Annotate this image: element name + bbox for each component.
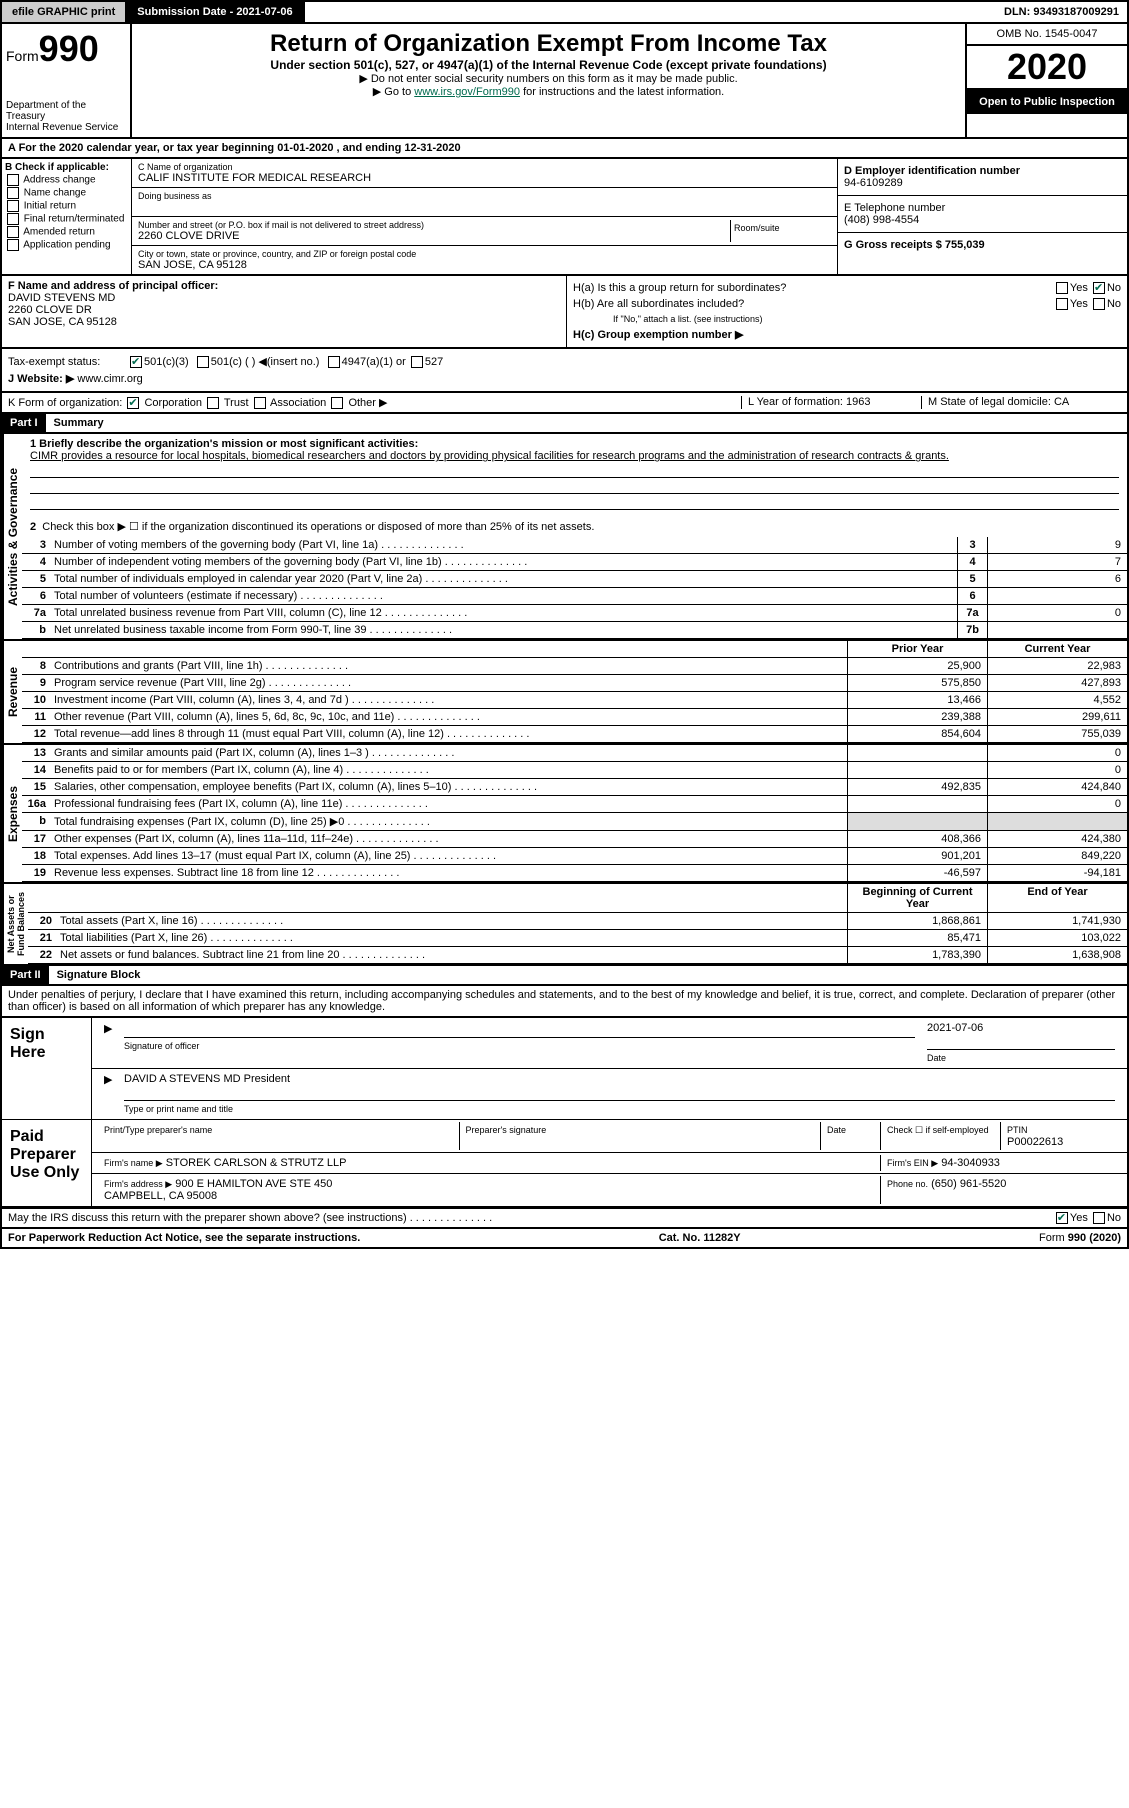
tax-year: 2020 <box>967 46 1127 90</box>
rev-line: 8Contributions and grants (Part VIII, li… <box>22 658 1127 675</box>
part-2-header: Part II Signature Block <box>0 966 1129 986</box>
gov-line: 6Total number of volunteers (estimate if… <box>22 588 1127 605</box>
part-1-expenses: Expenses 13Grants and similar amounts pa… <box>0 745 1129 884</box>
org-city: SAN JOSE, CA 95128 <box>138 259 831 271</box>
form-number: Form990 <box>6 28 126 70</box>
vert-netassets: Net Assets orFund Balances <box>2 884 28 964</box>
website-row: J Website: ▶ www.cimr.org <box>8 370 1121 387</box>
efile-label: efile GRAPHIC print <box>2 2 127 22</box>
rev-line: 11Other revenue (Part VIII, column (A), … <box>22 709 1127 726</box>
note-ssn: ▶ Do not enter social security numbers o… <box>138 72 959 85</box>
dept-label: Department of the Treasury Internal Reve… <box>6 100 126 133</box>
rev-line: 9Program service revenue (Part VIII, lin… <box>22 675 1127 692</box>
signature-block: Sign Here ▶ Signature of officer 2021-07… <box>0 1018 1129 1209</box>
exp-line: bTotal fundraising expenses (Part IX, co… <box>22 813 1127 831</box>
section-ij: Tax-exempt status: 501(c)(3) 501(c) ( ) … <box>0 349 1129 393</box>
ein: 94-6109289 <box>844 177 903 189</box>
org-name: CALIF INSTITUTE FOR MEDICAL RESEARCH <box>138 172 831 184</box>
net-line: 22Net assets or fund balances. Subtract … <box>28 947 1127 964</box>
submission-date: Submission Date - 2021-07-06 <box>127 2 304 22</box>
section-bcdefg: B Check if applicable: Address change Na… <box>0 159 1129 276</box>
exp-line: 13Grants and similar amounts paid (Part … <box>22 745 1127 762</box>
dln: DLN: 93493187009291 <box>996 2 1127 22</box>
exp-line: 14Benefits paid to or for members (Part … <box>22 762 1127 779</box>
phone: (408) 998-4554 <box>844 214 919 226</box>
section-deg: D Employer identification number 94-6109… <box>837 159 1127 274</box>
rev-line: 12Total revenue—add lines 8 through 11 (… <box>22 726 1127 743</box>
line-a: A For the 2020 calendar year, or tax yea… <box>0 139 1129 159</box>
note-link: ▶ Go to www.irs.gov/Form990 for instruct… <box>138 85 959 98</box>
org-address: 2260 CLOVE DRIVE <box>138 230 730 242</box>
header-bar: efile GRAPHIC print Submission Date - 20… <box>0 0 1129 24</box>
section-c: C Name of organization CALIF INSTITUTE F… <box>132 159 837 274</box>
vert-expenses: Expenses <box>2 745 22 882</box>
exp-line: 19Revenue less expenses. Subtract line 1… <box>22 865 1127 882</box>
gov-line: 4Number of independent voting members of… <box>22 554 1127 571</box>
gov-line: 3Number of voting members of the governi… <box>22 537 1127 554</box>
gov-line: bNet unrelated business taxable income f… <box>22 622 1127 639</box>
vert-revenue: Revenue <box>2 641 22 743</box>
omb-number: OMB No. 1545-0047 <box>967 24 1127 46</box>
gross-receipts: G Gross receipts $ 755,039 <box>844 239 985 251</box>
sign-here-label: Sign Here <box>2 1018 92 1119</box>
rev-line: 10Investment income (Part VIII, column (… <box>22 692 1127 709</box>
exp-line: 16aProfessional fundraising fees (Part I… <box>22 796 1127 813</box>
tax-exempt-row: Tax-exempt status: 501(c)(3) 501(c) ( ) … <box>8 353 1121 370</box>
form-subtitle: Under section 501(c), 527, or 4947(a)(1)… <box>138 58 959 72</box>
paid-preparer-label: Paid Preparer Use Only <box>2 1120 92 1206</box>
part-1-revenue: Revenue Prior YearCurrent Year 8Contribu… <box>0 641 1129 745</box>
footer: For Paperwork Reduction Act Notice, see … <box>0 1229 1129 1249</box>
section-b: B Check if applicable: Address change Na… <box>2 159 132 274</box>
form-top: Form990 Department of the Treasury Inter… <box>0 24 1129 139</box>
gov-line: 7aTotal unrelated business revenue from … <box>22 605 1127 622</box>
section-klm: K Form of organization: Corporation Trus… <box>0 393 1129 414</box>
vert-governance: Activities & Governance <box>2 434 22 639</box>
section-fh: F Name and address of principal officer:… <box>0 276 1129 349</box>
gov-line: 5Total number of individuals employed in… <box>22 571 1127 588</box>
declaration: Under penalties of perjury, I declare th… <box>0 986 1129 1018</box>
discuss-row: May the IRS discuss this return with the… <box>0 1209 1129 1229</box>
net-line: 20Total assets (Part X, line 16)1,868,86… <box>28 913 1127 930</box>
mission-text: CIMR provides a resource for local hospi… <box>30 450 949 462</box>
irs-link[interactable]: www.irs.gov/Form990 <box>414 86 520 98</box>
part-1-header: Part I Summary <box>0 414 1129 434</box>
exp-line: 15Salaries, other compensation, employee… <box>22 779 1127 796</box>
open-public-badge: Open to Public Inspection <box>967 90 1127 114</box>
part-1-netassets: Net Assets orFund Balances Beginning of … <box>0 884 1129 966</box>
exp-line: 18Total expenses. Add lines 13–17 (must … <box>22 848 1127 865</box>
net-line: 21Total liabilities (Part X, line 26)85,… <box>28 930 1127 947</box>
part-1-governance: Activities & Governance 1 Briefly descri… <box>0 434 1129 641</box>
exp-line: 17Other expenses (Part IX, column (A), l… <box>22 831 1127 848</box>
form-title: Return of Organization Exempt From Incom… <box>138 30 959 58</box>
